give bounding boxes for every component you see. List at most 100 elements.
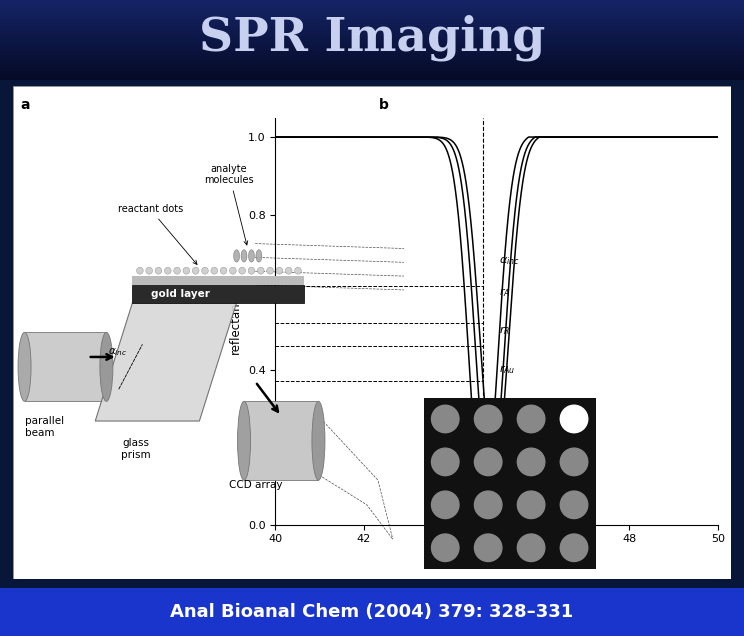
Ellipse shape [202, 267, 208, 274]
Bar [0, 72, 744, 73]
Text: $r_{Au}$: $r_{Au}$ [498, 363, 516, 376]
Polygon shape [132, 286, 304, 303]
Polygon shape [95, 303, 237, 421]
Text: $r_A$: $r_A$ [498, 286, 510, 298]
Bar [0, 26, 744, 27]
Polygon shape [132, 275, 304, 286]
Bar [0, 41, 744, 42]
Bar [0, 64, 744, 66]
Text: gold layer: gold layer [151, 289, 210, 300]
Ellipse shape [239, 267, 246, 274]
Bar [0, 33, 744, 34]
Ellipse shape [183, 267, 190, 274]
Text: parallel
beam: parallel beam [25, 416, 64, 438]
Ellipse shape [100, 333, 113, 401]
Text: Anal Bioanal Chem (2004) 379: 328–331: Anal Bioanal Chem (2004) 379: 328–331 [170, 603, 574, 621]
Bar [0, 61, 744, 62]
Bar [0, 70, 744, 71]
Bar [0, 68, 744, 69]
Bar [0, 56, 744, 57]
Ellipse shape [248, 250, 254, 262]
Circle shape [432, 534, 459, 562]
Circle shape [432, 491, 459, 518]
Bar [0, 53, 744, 54]
Circle shape [517, 534, 545, 562]
Bar [0, 46, 744, 47]
Bar [0, 69, 744, 70]
Bar [0, 27, 744, 28]
Bar [0, 23, 744, 24]
Circle shape [560, 405, 588, 432]
Circle shape [475, 405, 502, 432]
Bar [0, 48, 744, 49]
Bar [0, 35, 744, 36]
Ellipse shape [234, 250, 240, 262]
Bar [0, 59, 744, 60]
Ellipse shape [295, 267, 301, 274]
Bar [0, 50, 744, 51]
Bar [0, 51, 744, 52]
Ellipse shape [286, 267, 292, 274]
Ellipse shape [193, 267, 199, 274]
Bar [0, 43, 744, 44]
Text: b: b [379, 98, 389, 112]
Bar [0, 25, 744, 26]
Ellipse shape [276, 267, 283, 274]
Ellipse shape [248, 267, 255, 274]
Bar [0, 73, 744, 74]
Bar [0, 60, 744, 61]
Bar [0, 8, 744, 9]
Text: $\alpha_{inc}$: $\alpha_{inc}$ [498, 255, 519, 267]
Y-axis label: reflectance: reflectance [229, 288, 243, 354]
Bar [0, 24, 744, 25]
Ellipse shape [137, 267, 144, 274]
Ellipse shape [174, 267, 181, 274]
Bar [0, 52, 744, 53]
Text: CCD array: CCD array [229, 480, 283, 490]
Bar [244, 401, 318, 480]
Bar [0, 45, 744, 46]
Bar [0, 47, 744, 48]
Bar [0, 66, 744, 67]
Bar [0, 22, 744, 23]
Bar [0, 30, 744, 31]
Ellipse shape [146, 267, 153, 274]
Circle shape [517, 491, 545, 518]
Text: glass
prism: glass prism [121, 438, 151, 460]
Bar [0, 58, 744, 59]
Ellipse shape [211, 267, 218, 274]
Bar [0, 39, 744, 41]
Circle shape [475, 448, 502, 476]
Ellipse shape [312, 401, 325, 480]
Text: $\alpha_{inc}$: $\alpha_{inc}$ [109, 347, 128, 358]
Bar [0, 1, 744, 3]
Bar [0, 38, 744, 39]
Text: analyte
molecules: analyte molecules [205, 164, 254, 245]
Bar [0, 17, 744, 18]
Circle shape [432, 405, 459, 432]
Text: c: c [697, 384, 705, 398]
Circle shape [475, 534, 502, 562]
Text: reactant dots: reactant dots [118, 204, 197, 265]
Circle shape [432, 448, 459, 476]
Bar [0, 0, 744, 1]
Bar [0, 28, 744, 29]
Text: $r_R$: $r_R$ [498, 324, 510, 337]
X-axis label: angle of incidence (°): angle of incidence (°) [433, 550, 560, 563]
Bar [0, 21, 744, 22]
Bar [0, 15, 744, 16]
Ellipse shape [257, 267, 264, 274]
Bar [0, 29, 744, 30]
Bar [0, 79, 744, 80]
Bar [0, 9, 744, 10]
Circle shape [475, 491, 502, 518]
Ellipse shape [155, 267, 162, 274]
Ellipse shape [241, 250, 247, 262]
Ellipse shape [220, 267, 227, 274]
Bar [0, 7, 744, 8]
Bar [0, 32, 744, 33]
Bar [0, 31, 744, 32]
Bar [0, 57, 744, 58]
Bar [0, 5, 744, 6]
Circle shape [517, 448, 545, 476]
